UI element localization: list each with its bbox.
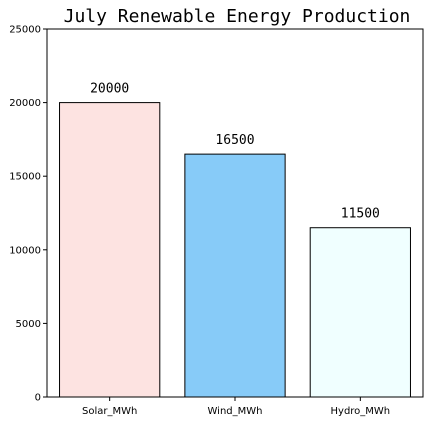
data-label: 20000 bbox=[90, 82, 129, 97]
axes-layer: Solar_MWh Wind_MWh Hydro_MWh 0 5000 10000 1500… bbox=[9, 25, 390, 418]
x-tick-label: Hydro_MWh bbox=[331, 406, 391, 417]
x-tick-label: Wind_MWh bbox=[208, 406, 263, 417]
bars-layer bbox=[59, 102, 411, 398]
bar-wind-mwh bbox=[184, 153, 286, 398]
data-labels-layer: 20000 16500 11500 bbox=[90, 82, 380, 222]
bar-hydro-mwh bbox=[309, 227, 411, 398]
y-tick-label: 15000 bbox=[9, 172, 41, 183]
x-tick-label: Solar_MWh bbox=[82, 406, 137, 417]
plot-frame bbox=[46, 28, 424, 398]
y-tick-label: 20000 bbox=[9, 98, 41, 109]
bar-solar-mwh bbox=[59, 102, 161, 398]
data-label: 16500 bbox=[215, 133, 254, 148]
y-tick-label: 0 bbox=[35, 393, 41, 404]
y-tick-label: 25000 bbox=[9, 25, 41, 36]
data-label: 11500 bbox=[341, 207, 380, 222]
chart-title: July Renewable Energy Production bbox=[64, 6, 411, 27]
y-tick-label: 10000 bbox=[9, 245, 41, 256]
y-tick-label: 5000 bbox=[16, 319, 41, 330]
